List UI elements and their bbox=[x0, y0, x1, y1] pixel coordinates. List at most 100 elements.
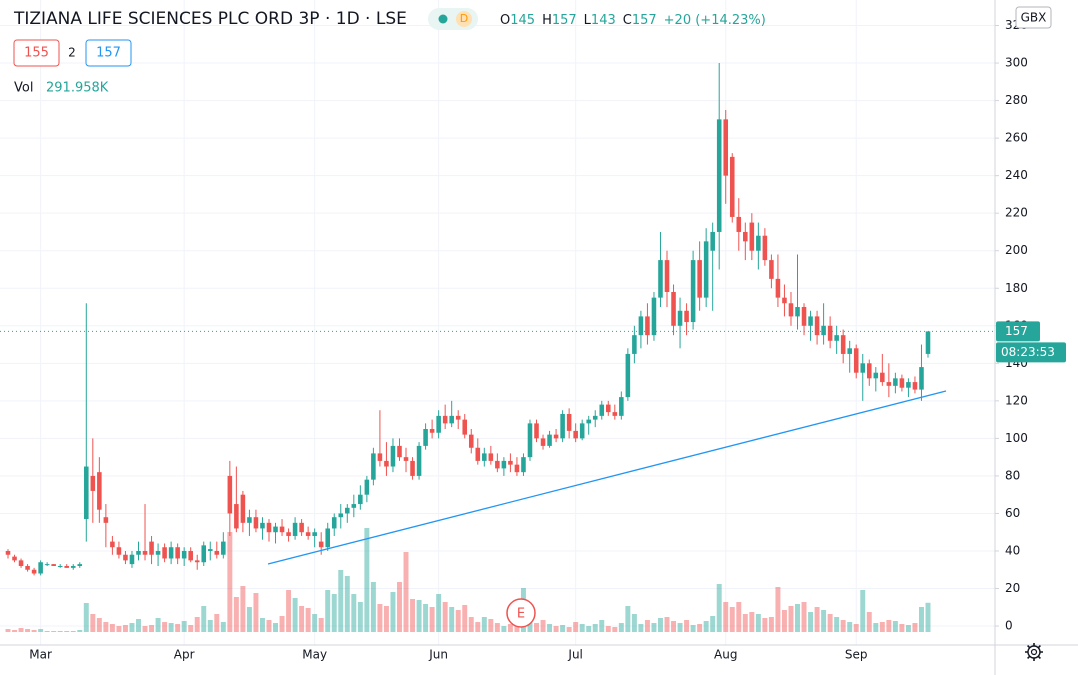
candle-body bbox=[664, 260, 670, 293]
candle-body bbox=[64, 565, 70, 568]
volume-bar bbox=[70, 631, 76, 632]
candle-body bbox=[925, 331, 931, 354]
volume-bar bbox=[5, 629, 11, 632]
volume-bar bbox=[292, 598, 298, 632]
countdown-tag bbox=[996, 342, 1066, 363]
volume-bar bbox=[305, 608, 311, 632]
volume-bar bbox=[651, 623, 657, 632]
candle-body bbox=[579, 423, 585, 439]
candle-body bbox=[136, 550, 141, 555]
ohlc-value: 157 bbox=[552, 13, 577, 28]
candle-body bbox=[234, 504, 239, 529]
volume-bar bbox=[690, 625, 696, 632]
volume-bar bbox=[664, 617, 670, 632]
candle-body bbox=[305, 532, 311, 536]
candle-body bbox=[501, 460, 507, 469]
candle-body bbox=[560, 413, 565, 439]
y-tick-label: 100 bbox=[1005, 431, 1028, 445]
candle-body bbox=[455, 415, 461, 420]
candle-body bbox=[697, 260, 702, 298]
candle-body bbox=[442, 415, 448, 424]
candle-body bbox=[142, 550, 148, 555]
candle-body bbox=[821, 325, 826, 336]
volume-bar bbox=[853, 624, 859, 632]
candle-body bbox=[638, 316, 644, 336]
volume-bar bbox=[318, 618, 324, 632]
volume-bar bbox=[547, 624, 553, 632]
volume-bar bbox=[155, 618, 161, 632]
volume-bar bbox=[312, 614, 318, 632]
candle-body bbox=[566, 413, 572, 431]
ohlc-label: C bbox=[623, 13, 632, 28]
candle-body bbox=[723, 119, 729, 176]
ohlc-label: H bbox=[542, 13, 552, 28]
y-tick-label: 240 bbox=[1005, 168, 1028, 182]
volume-bar bbox=[814, 607, 820, 632]
y-tick-label: 300 bbox=[1005, 56, 1028, 70]
sell-box[interactable] bbox=[13, 39, 60, 67]
volume-bar bbox=[90, 614, 96, 632]
candle-body bbox=[508, 460, 513, 465]
volume-bar bbox=[44, 631, 50, 632]
candle-body bbox=[345, 507, 350, 514]
volume-bar bbox=[638, 624, 644, 632]
settings-icon[interactable] bbox=[1025, 643, 1043, 661]
volume-bar bbox=[795, 604, 800, 632]
candle-body bbox=[612, 412, 618, 416]
volume-bar bbox=[351, 594, 357, 632]
candle-body bbox=[221, 541, 226, 555]
candle-body bbox=[429, 428, 435, 433]
candle-body bbox=[162, 547, 167, 559]
candle-body bbox=[351, 504, 357, 508]
ohlc-label: L bbox=[584, 13, 592, 28]
volume-bar bbox=[501, 626, 507, 632]
currency-box[interactable] bbox=[1015, 6, 1052, 29]
volume-bar bbox=[703, 621, 709, 632]
volume-bar bbox=[781, 610, 787, 632]
candle-body bbox=[97, 472, 102, 510]
volume-bar bbox=[129, 623, 135, 632]
candle-body bbox=[716, 119, 722, 232]
volume-bar bbox=[912, 623, 918, 632]
candle-body bbox=[658, 260, 663, 298]
candle-body bbox=[325, 528, 330, 548]
candle-body bbox=[606, 404, 611, 413]
volume-label: Vol bbox=[14, 81, 33, 96]
candle-body bbox=[860, 363, 866, 373]
volume-bar bbox=[109, 624, 115, 632]
volume-bar bbox=[201, 606, 207, 632]
volume-bar bbox=[240, 586, 246, 632]
volume-bar bbox=[671, 621, 677, 632]
earnings-text: E bbox=[517, 607, 525, 622]
volume-bar bbox=[279, 616, 285, 632]
candle-body bbox=[155, 550, 161, 555]
buy-box[interactable] bbox=[85, 39, 132, 67]
candle-body bbox=[684, 310, 689, 323]
volume-bar bbox=[162, 622, 168, 632]
volume-bar bbox=[410, 599, 416, 632]
ohlc-legend: O145 H157 L143 C157 +20 (+14.23%) bbox=[500, 13, 766, 28]
candle-body bbox=[801, 307, 807, 326]
gear-hub bbox=[1030, 648, 1038, 656]
candle-body bbox=[514, 464, 520, 473]
candle-body bbox=[880, 372, 885, 383]
candle-body bbox=[403, 457, 409, 461]
candle-body bbox=[449, 415, 454, 424]
volume-bar bbox=[644, 620, 650, 632]
volume-bar bbox=[38, 629, 44, 632]
candle-body bbox=[775, 278, 781, 298]
volume-bar bbox=[423, 604, 429, 632]
candle-body bbox=[769, 260, 774, 279]
volume-bar bbox=[25, 629, 31, 632]
volume-bar bbox=[768, 617, 774, 632]
candle-body bbox=[912, 382, 918, 390]
volume-bar bbox=[331, 594, 337, 632]
candle-body bbox=[756, 235, 761, 251]
volume-bar bbox=[697, 624, 703, 632]
candle-body bbox=[482, 453, 487, 461]
candle-body bbox=[194, 560, 200, 563]
volume-bar bbox=[357, 602, 363, 632]
volume-bar bbox=[64, 631, 70, 632]
earnings-marker[interactable] bbox=[506, 598, 536, 628]
